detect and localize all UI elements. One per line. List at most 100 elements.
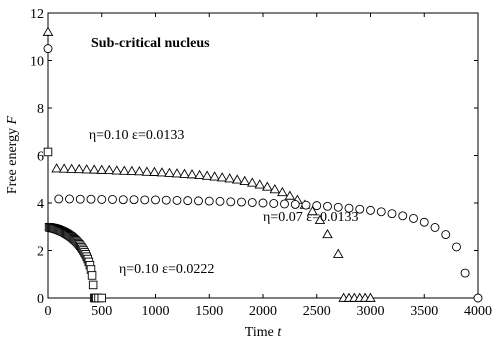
triangle-point bbox=[141, 166, 153, 176]
circle-point bbox=[333, 202, 343, 212]
triangle-point bbox=[156, 167, 168, 177]
circle-point bbox=[460, 268, 470, 278]
circle-point bbox=[129, 195, 139, 205]
series-circle bbox=[43, 44, 483, 303]
triangle-point bbox=[254, 179, 266, 189]
triangle-point bbox=[73, 163, 85, 174]
x-tick-label: 4000 bbox=[464, 304, 492, 319]
triangle-point bbox=[269, 184, 281, 194]
triangle-point bbox=[209, 171, 220, 181]
circle-point bbox=[473, 293, 483, 303]
circle-point bbox=[387, 209, 397, 219]
square-point bbox=[43, 147, 53, 157]
triangle-point bbox=[332, 248, 344, 258]
square-point bbox=[88, 280, 98, 290]
triangle-point bbox=[58, 163, 70, 173]
x-tick-label: 2500 bbox=[303, 304, 331, 319]
plot-frame bbox=[47, 12, 479, 299]
triangle-point bbox=[322, 228, 333, 239]
circle-point bbox=[269, 199, 279, 208]
circle-point bbox=[430, 223, 440, 232]
circle-point bbox=[215, 196, 225, 206]
x-tick-label: 0 bbox=[45, 304, 52, 319]
circle-point bbox=[258, 198, 268, 208]
circle-point bbox=[97, 194, 107, 204]
y-tick-label: 2 bbox=[37, 245, 44, 260]
circle-point bbox=[43, 44, 53, 54]
triangle-point bbox=[42, 26, 54, 36]
triangle-point bbox=[66, 163, 77, 173]
triangle-point bbox=[126, 165, 138, 176]
axis-ticks bbox=[47, 12, 479, 299]
circle-point bbox=[452, 242, 461, 252]
x-tick-label: 3500 bbox=[410, 304, 438, 319]
series-square bbox=[43, 147, 106, 303]
triangle-point bbox=[307, 205, 318, 216]
y-tick-label: 8 bbox=[37, 102, 44, 117]
circle-point bbox=[301, 200, 311, 210]
circle-point bbox=[366, 205, 375, 215]
triangle-point bbox=[164, 167, 175, 177]
triangle-point bbox=[134, 166, 145, 176]
x-tick-label: 500 bbox=[91, 304, 112, 319]
y-axis-label: Free energy F bbox=[5, 115, 20, 194]
circle-point bbox=[65, 194, 74, 204]
triangle-point bbox=[224, 173, 235, 183]
y-axis-title: Free energy F bbox=[5, 115, 20, 194]
triangle-point bbox=[149, 166, 160, 176]
circle-point bbox=[204, 196, 214, 206]
triangle-point bbox=[262, 181, 273, 191]
triangle-point bbox=[231, 174, 243, 184]
y-tick-label: 4 bbox=[37, 197, 44, 212]
triangle-point bbox=[51, 163, 62, 173]
series-label-eta010-eps0133: η=0.10 ε=0.0133 bbox=[89, 128, 185, 143]
circle-point bbox=[312, 201, 322, 211]
triangle-point bbox=[103, 164, 115, 175]
triangle-point bbox=[88, 164, 100, 174]
square-point bbox=[87, 271, 97, 280]
y-tick-label: 0 bbox=[37, 292, 44, 307]
series-label-eta007-eps0133: η=0.07 ε=0.0133 bbox=[263, 210, 359, 225]
triangle-point bbox=[201, 170, 213, 180]
circle-point bbox=[247, 198, 257, 207]
circle-point bbox=[194, 196, 203, 206]
triangle-point bbox=[119, 165, 130, 175]
circle-point bbox=[355, 204, 365, 214]
circle-point bbox=[172, 195, 182, 205]
triangle-point bbox=[186, 169, 198, 179]
circle-point bbox=[344, 203, 354, 213]
circle-point bbox=[151, 195, 160, 205]
series-label-eta010-eps0222: η=0.10 ε=0.0222 bbox=[119, 262, 215, 277]
y-tick-label: 12 bbox=[30, 7, 44, 22]
triangle-point bbox=[365, 292, 376, 302]
triangle-point bbox=[96, 164, 108, 174]
x-tick-label: 1000 bbox=[142, 304, 170, 319]
chart-title: Sub-critical nucleus bbox=[91, 36, 210, 51]
series-triangle bbox=[42, 26, 376, 302]
triangle-point bbox=[194, 169, 205, 180]
triangle-point bbox=[179, 168, 190, 178]
circle-point bbox=[161, 195, 171, 205]
square-point bbox=[97, 293, 106, 303]
circle-point bbox=[280, 199, 289, 209]
triangle-point bbox=[81, 164, 92, 174]
tick-labels: 0 500 1000 1500 2000 2500 3000 3500 4000 0 2 4 6 8 10 1… bbox=[30, 7, 492, 319]
circle-point bbox=[290, 199, 300, 209]
triangle-point bbox=[277, 186, 288, 197]
data-markers bbox=[42, 26, 483, 303]
y-tick-label: 6 bbox=[37, 150, 44, 165]
triangle-point bbox=[314, 214, 326, 224]
circle-point bbox=[140, 195, 150, 205]
x-axis-title: Time t bbox=[245, 325, 283, 340]
x-tick-label: 3000 bbox=[357, 304, 385, 319]
circle-point bbox=[419, 217, 429, 227]
circle-point bbox=[409, 213, 418, 223]
circle-point bbox=[398, 211, 408, 221]
circle-point bbox=[54, 194, 64, 204]
circle-point bbox=[237, 197, 246, 207]
circle-point bbox=[323, 201, 332, 211]
circle-point bbox=[108, 194, 117, 204]
triangle-point bbox=[239, 175, 251, 185]
triangle-point bbox=[216, 172, 228, 182]
